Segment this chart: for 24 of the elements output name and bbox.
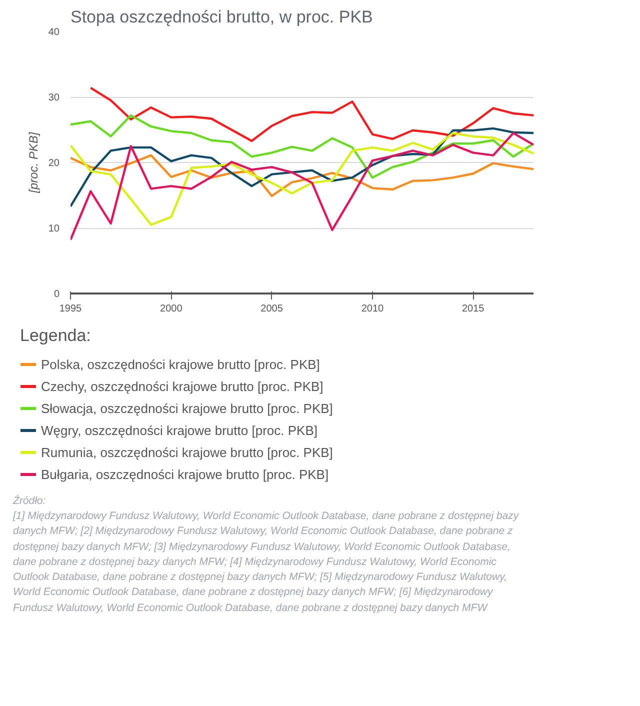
y-tick-label: 10 <box>48 224 60 234</box>
line-series <box>90 86 534 142</box>
line-series <box>70 127 534 208</box>
y-tick-label: 0 <box>54 289 60 300</box>
legend-title: Legenda: <box>20 326 92 346</box>
legend-label: Rumunia, oszczędności krajowe brutto [proc. PKB] <box>41 444 333 460</box>
legend-label: Bułgaria, oszczędności krajowe brutto [proc. PKB] <box>41 466 329 482</box>
legend-label: Polska, oszczędności krajowe brutto [proc. PKB] <box>41 356 320 372</box>
y-tick-label: 40 <box>48 27 60 38</box>
legend-label: Czechy, oszczędności krajowe brutto [proc. PKB] <box>41 378 324 394</box>
line-series <box>70 114 534 179</box>
x-tick-label: 2005 <box>260 304 284 314</box>
y-tick-label: 30 <box>48 92 60 104</box>
line-series <box>70 154 534 198</box>
x-tick-label: 2010 <box>361 304 384 314</box>
legend-label: Słowacja, oszczędności krajowe brutto [proc. PKB] <box>41 400 333 416</box>
chart-title: Stopa oszczędności brutto, w proc. PKB <box>70 8 373 26</box>
text: Źródło: [1] Międzynarodowy Fundusz Walutowy, World Economic Outlook Database, dane pobrane z dostępnej bazy danych MFW; [2] Międzynarodowy Fundusz Walutowy, World Economic Outlook Database, dane pobrane z dostępnej bazy danych MFW; [3] Międzynarodowy Fundusz Walutowy, World Economic Outlook Database, dane pobrane z dostępnej bazy danych MFW; [4] Międzynarodowy Fundusz Walutowy, World Economic Outlook Database, dane pobrane z dostępnej bazy danych MFW; [5] Międzynarodowy Fundusz Walutowy, World Economic Outlook Database, dane pobrane z dostępnej bazy danych MFW; [6] Międzynarodowy Fundusz Walutowy, World Economic Outlook Database, dane pobrane z dostępnej bazy danych MFW <box>13 494 520 616</box>
x-tick-label: 1995 <box>59 304 82 314</box>
x-tick-label: 2000 <box>160 304 183 314</box>
x-tick-label: 2015 <box>462 304 485 314</box>
legend-label: Węgry, oszczędności krajowe brutto [proc. PKB] <box>41 422 318 438</box>
y-tick-label: 20 <box>48 158 60 169</box>
y-axis-title: [proc. PKB] <box>26 131 40 194</box>
